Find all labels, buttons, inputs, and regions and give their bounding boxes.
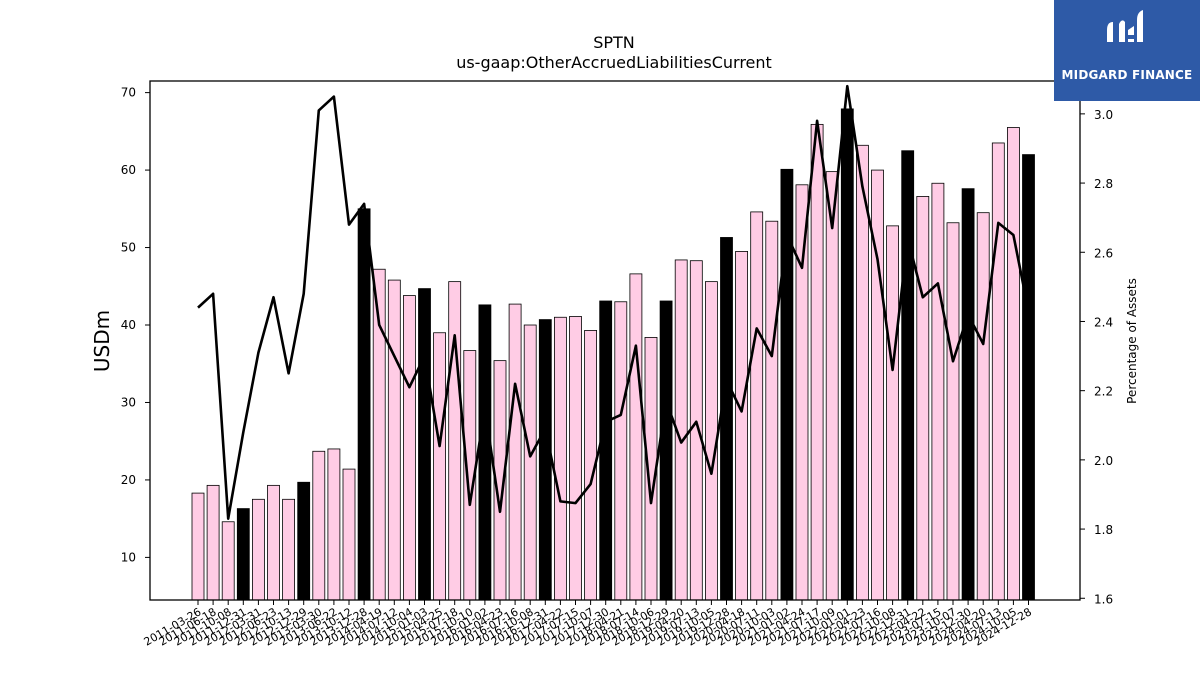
- bar: [418, 288, 431, 601]
- bar: [523, 324, 537, 601]
- bar: [795, 184, 809, 601]
- y2-tick-label: 1.8: [1094, 523, 1113, 537]
- y-tick-label: 40: [121, 318, 136, 332]
- bar: [191, 492, 205, 601]
- y-tick-label: 30: [121, 395, 136, 409]
- bar: [886, 225, 899, 601]
- bar: [236, 508, 250, 601]
- y-tick-label: 20: [121, 473, 136, 487]
- bar: [221, 521, 235, 601]
- bar: [327, 448, 341, 601]
- bar: [554, 316, 567, 601]
- bar: [720, 237, 733, 601]
- bar: [946, 222, 960, 601]
- brand-name: MIDGARD FINANCE: [1061, 68, 1193, 82]
- bar: [901, 150, 915, 601]
- bar: [569, 316, 582, 601]
- bar: [614, 301, 628, 601]
- bar: [357, 208, 371, 601]
- y-axis-right: 1.6 1.8 2.0 2.2 2.4 2.6 2.8 3.0: [1080, 108, 1113, 606]
- bar: [312, 450, 326, 601]
- bar: [750, 211, 764, 601]
- bar: [267, 484, 280, 601]
- bar: [810, 123, 824, 601]
- bar: [735, 251, 748, 601]
- bar: [342, 468, 356, 601]
- y2-tick-label: 3.0: [1094, 108, 1113, 122]
- bar: [508, 303, 522, 601]
- y2-tick-label: 2.6: [1094, 246, 1113, 260]
- bar: [433, 332, 447, 601]
- y2-axis-title: Percentage of Assets: [1125, 278, 1139, 404]
- bar: [282, 498, 296, 601]
- bar: [976, 212, 990, 601]
- bar: [297, 481, 311, 601]
- bar: [448, 281, 462, 601]
- bar: [765, 220, 779, 601]
- bar: [961, 188, 975, 601]
- bar-series: [191, 108, 1035, 601]
- bar: [478, 304, 492, 601]
- chart-title: SPTN: [593, 33, 635, 52]
- brand-mark-icon: [1107, 10, 1143, 42]
- bar: [856, 144, 869, 601]
- bar: [1007, 127, 1020, 601]
- bar: [402, 295, 416, 601]
- y-tick-label: 60: [121, 163, 136, 177]
- y-axis-left: 10 20 30 40 50 60 70: [121, 86, 150, 564]
- y2-tick-label: 2.8: [1094, 177, 1113, 191]
- x-axis: 2011-03-262011-06-182011-10-082011-12-31…: [142, 600, 1034, 649]
- percentage-line: [197, 84, 1030, 520]
- y-tick-label: 70: [121, 86, 136, 100]
- bar: [599, 300, 613, 601]
- bar: [1022, 154, 1035, 601]
- y2-tick-label: 2.0: [1094, 454, 1113, 468]
- y-axis-title: USDm: [90, 310, 114, 372]
- y-tick-label: 10: [121, 550, 136, 564]
- bar: [251, 498, 265, 601]
- bar: [991, 142, 1005, 601]
- bar: [629, 273, 643, 601]
- brand-logo: MIDGARD FINANCE: [1054, 0, 1200, 101]
- bar: [538, 319, 552, 601]
- y-tick-label: 50: [121, 241, 136, 255]
- bar: [659, 300, 673, 601]
- bar: [689, 260, 703, 601]
- bar: [387, 279, 401, 601]
- bar: [840, 108, 854, 601]
- chart-subtitle: us-gaap:OtherAccruedLiabilitiesCurrent: [456, 53, 772, 72]
- bar: [206, 484, 220, 601]
- line-series: [197, 84, 1030, 520]
- bar: [931, 182, 945, 601]
- plot-frame: [149, 80, 1081, 601]
- y2-tick-label: 1.6: [1094, 592, 1113, 606]
- y2-tick-label: 2.4: [1094, 315, 1113, 329]
- bar: [825, 171, 839, 601]
- bar: [916, 196, 930, 601]
- y2-tick-label: 2.2: [1094, 385, 1113, 399]
